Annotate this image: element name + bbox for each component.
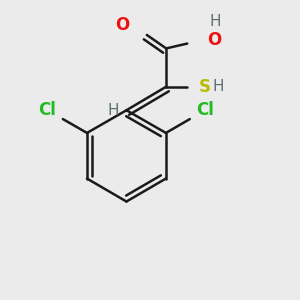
Text: O: O (115, 16, 129, 34)
Text: Cl: Cl (196, 101, 214, 119)
Text: H: H (209, 14, 220, 29)
Text: H: H (108, 103, 119, 118)
Text: H: H (213, 79, 224, 94)
Text: O: O (207, 31, 222, 49)
Text: S: S (199, 78, 211, 96)
Text: Cl: Cl (39, 101, 56, 119)
